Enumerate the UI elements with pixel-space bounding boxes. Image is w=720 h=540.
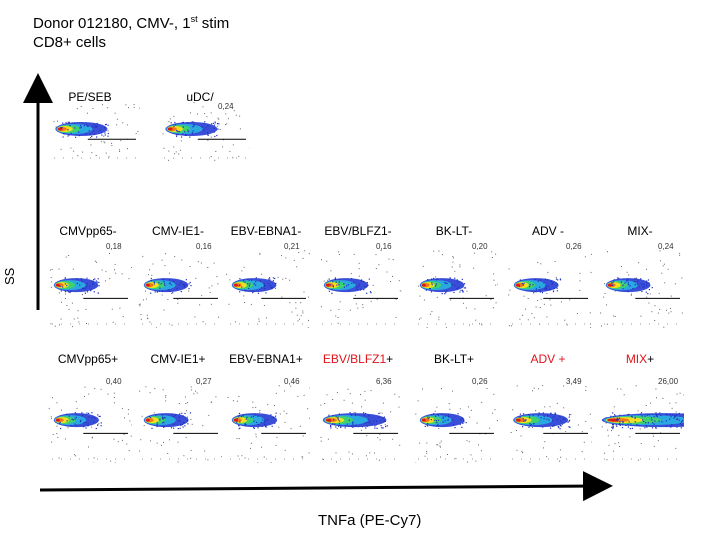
plot-title-line1: Donor 012180, CMV-, 1st stim	[33, 14, 230, 32]
row_minus-plot-6	[600, 250, 683, 328]
row_minus-value-6: 0,24	[658, 242, 674, 251]
row_minus-label-2: EBV-EBNA1-	[230, 224, 302, 238]
control-plot-1	[162, 102, 250, 161]
control-value-1: 0,24	[218, 102, 234, 111]
row_minus-label-5: ADV -	[531, 224, 564, 238]
row_plus-label-2: EBV-EBNA1+	[229, 352, 303, 366]
row_minus-label-1: CMV-IE1-	[151, 224, 204, 238]
row_plus-plot-3	[320, 388, 401, 463]
row_minus-value-3: 0,16	[376, 242, 392, 251]
row_plus-plot-2	[227, 385, 310, 463]
row_plus-value-1: 0,27	[196, 377, 212, 386]
row_plus-plot-6	[601, 385, 684, 461]
row_plus-plot-0	[48, 386, 132, 463]
row_plus-label-6: MIX+	[625, 352, 655, 366]
row_minus-plot-0	[50, 253, 132, 328]
row_plus-label-5: ADV +	[530, 352, 566, 366]
row_plus-value-0: 0,40	[106, 377, 122, 386]
row_plus-label-3: EBV/BLFZ1+	[322, 352, 394, 366]
row_minus-value-5: 0,26	[566, 242, 582, 251]
control-label-0: PE/SEB	[68, 90, 112, 104]
row_plus-value-2: 0,46	[284, 377, 300, 386]
y-axis-label: SS	[2, 267, 17, 285]
x-axis-label: TNFa (PE-Cy7)	[318, 512, 422, 529]
row_minus-plot-1	[138, 253, 220, 328]
row_minus-label-4: BK-LT-	[435, 224, 473, 238]
row_minus-value-2: 0,21	[284, 242, 300, 251]
x-axis-arrow	[39, 471, 613, 502]
row_minus-plot-4	[418, 250, 498, 328]
row_plus-value-5: 3,49	[566, 377, 582, 386]
row_minus-plot-5	[508, 253, 592, 328]
row_plus-plot-4	[415, 388, 498, 463]
row_plus-label-0: CMVpp65+	[57, 352, 119, 366]
row_plus-plot-1	[139, 386, 222, 463]
row_minus-label-6: MIX-	[627, 224, 653, 238]
row_minus-plot-2	[226, 250, 310, 328]
plot-title-line2: CD8+ cells	[33, 34, 106, 51]
row_plus-value-4: 0,26	[472, 377, 488, 386]
row_plus-value-3: 6,36	[376, 377, 392, 386]
row_minus-value-4: 0,20	[472, 242, 488, 251]
control-plot-0	[53, 104, 140, 159]
row_minus-value-0: 0,18	[106, 242, 122, 251]
row_minus-plot-3	[320, 250, 402, 325]
row_plus-label-1: CMV-IE1+	[150, 352, 206, 366]
row_minus-label-0: CMVpp65-	[59, 224, 117, 238]
row_plus-label-4: BK-LT+	[433, 352, 475, 366]
row_minus-value-1: 0,16	[196, 242, 212, 251]
row_minus-label-3: EBV/BLFZ1-	[324, 224, 392, 238]
row_plus-plot-5	[510, 385, 592, 463]
row_plus-value-6: 26,00	[658, 377, 679, 386]
control-label-1: uDC/	[186, 90, 214, 104]
